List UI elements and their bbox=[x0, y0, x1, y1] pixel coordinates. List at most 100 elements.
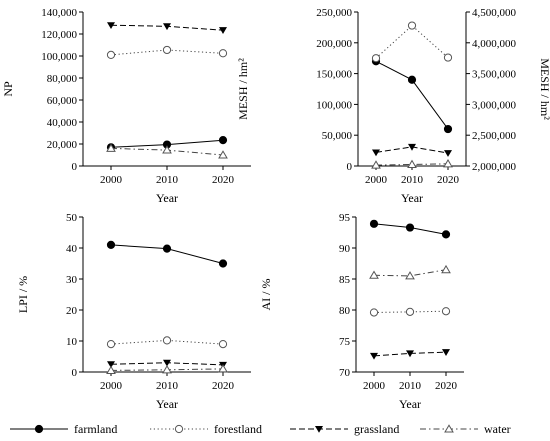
y-axis-label: AI / % bbox=[259, 279, 273, 311]
data-point-water bbox=[443, 159, 453, 168]
series-line-forestland bbox=[375, 24, 449, 59]
x-axis-label: Year bbox=[401, 191, 423, 205]
data-point-forestland bbox=[405, 307, 415, 316]
x-tick-label: 2000 bbox=[100, 174, 123, 186]
legend-label: grassland bbox=[354, 422, 399, 436]
legend-item-grassland: grassland bbox=[290, 422, 399, 436]
legend-label: water bbox=[484, 422, 511, 436]
x-axis-label: Year bbox=[156, 397, 178, 411]
legend-marker-farmland bbox=[34, 424, 44, 434]
legend-item-water: water bbox=[420, 422, 511, 436]
y-right-tick-label: 3,500,000 bbox=[472, 69, 517, 81]
x-axis-label: Year bbox=[156, 191, 178, 205]
data-point-farmland bbox=[405, 223, 415, 232]
x-tick-label: 2020 bbox=[212, 380, 235, 392]
data-point-grassland bbox=[163, 359, 171, 367]
y-tick-label: 20 bbox=[66, 305, 78, 317]
y-axis-label: LPI / % bbox=[16, 276, 30, 313]
data-point-farmland bbox=[369, 219, 379, 228]
x-tick-label: 2000 bbox=[363, 380, 386, 392]
y-tick-label: 50 bbox=[66, 212, 78, 224]
data-point-forestland bbox=[162, 336, 172, 345]
y-axis-label: MESH / hm² bbox=[236, 58, 250, 120]
x-axis-label: Year bbox=[399, 397, 421, 411]
data-point-grassland bbox=[107, 361, 115, 369]
data-point-forestland bbox=[407, 21, 417, 30]
y-right-tick-label: 4,000,000 bbox=[472, 38, 517, 50]
data-point-grassland bbox=[406, 350, 414, 358]
data-point-grassland bbox=[372, 149, 380, 157]
series-line-forestland bbox=[373, 310, 447, 313]
data-point-grassland bbox=[163, 23, 171, 31]
y-tick-label: 40 bbox=[66, 243, 78, 255]
data-point-grassland bbox=[107, 22, 115, 29]
chart-panel-mesh: 0 50,000 100,000 150,000 200,000 250,000 2,000… bbox=[236, 7, 550, 205]
data-point-forestland bbox=[441, 307, 451, 316]
data-point-farmland bbox=[106, 240, 116, 249]
x-tick-label: 2020 bbox=[435, 380, 458, 392]
data-point-grassland bbox=[408, 143, 416, 151]
data-point-water bbox=[106, 365, 116, 374]
legend-label: farmland bbox=[74, 422, 117, 436]
y-tick-label: 60,000 bbox=[47, 95, 78, 107]
y-right-tick-label: 2,000,000 bbox=[472, 161, 517, 173]
chart-panel-lpi: 0 10 20 30 40 50 2000 2010 2020 Year LPI / % bbox=[16, 212, 251, 411]
data-point-forestland bbox=[106, 50, 116, 60]
legend-marker-forestland bbox=[174, 424, 184, 434]
y-right-tick-label: 4,500,000 bbox=[472, 7, 517, 19]
y-axis-label: NP bbox=[1, 81, 15, 97]
data-point-grassland bbox=[370, 352, 378, 360]
data-point-forestland bbox=[443, 53, 453, 62]
y-tick-label: 100,000 bbox=[41, 51, 77, 63]
data-point-farmland bbox=[218, 259, 228, 268]
data-point-water bbox=[218, 364, 228, 373]
series-line-farmland bbox=[375, 60, 449, 130]
data-point-forestland bbox=[218, 49, 228, 58]
x-tick-label: 2010 bbox=[156, 380, 179, 392]
data-point-water bbox=[162, 145, 172, 154]
y-tick-label: 0 bbox=[72, 367, 78, 379]
y-tick-label: 95 bbox=[339, 212, 351, 224]
legend-marker-water bbox=[444, 424, 454, 433]
data-point-water bbox=[106, 143, 116, 152]
y-right-tick-label: 3,000,000 bbox=[472, 99, 517, 111]
y-tick-label: 0 bbox=[347, 161, 353, 173]
data-point-water bbox=[371, 160, 381, 169]
chart-panel-ai: 70 75 80 85 90 95 2000 2010 2020 Year AI / % bbox=[259, 212, 464, 411]
y-tick-label: 150,000 bbox=[316, 69, 352, 81]
y-tick-label: 50,000 bbox=[322, 130, 353, 142]
y-tick-label: 20,000 bbox=[47, 139, 78, 151]
data-point-water bbox=[441, 264, 451, 274]
data-point-water bbox=[162, 365, 172, 374]
data-point-forestland bbox=[106, 340, 116, 349]
data-point-farmland bbox=[443, 124, 453, 134]
legend-label: forestland bbox=[214, 422, 262, 436]
data-point-farmland bbox=[218, 136, 228, 145]
y-tick-label: 250,000 bbox=[316, 7, 352, 19]
y-tick-label: 120,000 bbox=[41, 29, 77, 41]
x-tick-label: 2020 bbox=[212, 174, 235, 186]
legend-item-farmland: farmland bbox=[10, 422, 117, 436]
y-tick-label: 200,000 bbox=[316, 38, 352, 50]
y-tick-label: 80,000 bbox=[47, 73, 78, 85]
data-point-water bbox=[218, 150, 228, 159]
data-point-forestland bbox=[371, 54, 381, 63]
y-right-tick-label: 2,500,000 bbox=[472, 130, 517, 142]
data-point-grassland bbox=[219, 27, 227, 34]
y-tick-label: 100,000 bbox=[316, 99, 352, 111]
x-tick-label: 2000 bbox=[365, 174, 388, 186]
data-point-water bbox=[407, 159, 417, 168]
legend: farmland forestland grassland water bbox=[10, 422, 511, 436]
x-tick-label: 2000 bbox=[100, 380, 123, 392]
x-tick-label: 2010 bbox=[401, 174, 424, 186]
y-tick-label: 30 bbox=[66, 274, 78, 286]
x-tick-label: 2020 bbox=[437, 174, 460, 186]
legend-item-forestland: forestland bbox=[150, 422, 262, 436]
y-tick-label: 75 bbox=[339, 336, 351, 348]
y-tick-label: 85 bbox=[339, 274, 351, 286]
y-axis-right-label: MESH / hm² bbox=[538, 58, 550, 120]
data-point-forestland bbox=[218, 340, 228, 349]
data-point-water bbox=[369, 270, 379, 279]
y-tick-label: 10 bbox=[66, 336, 78, 348]
data-point-water bbox=[405, 271, 415, 280]
